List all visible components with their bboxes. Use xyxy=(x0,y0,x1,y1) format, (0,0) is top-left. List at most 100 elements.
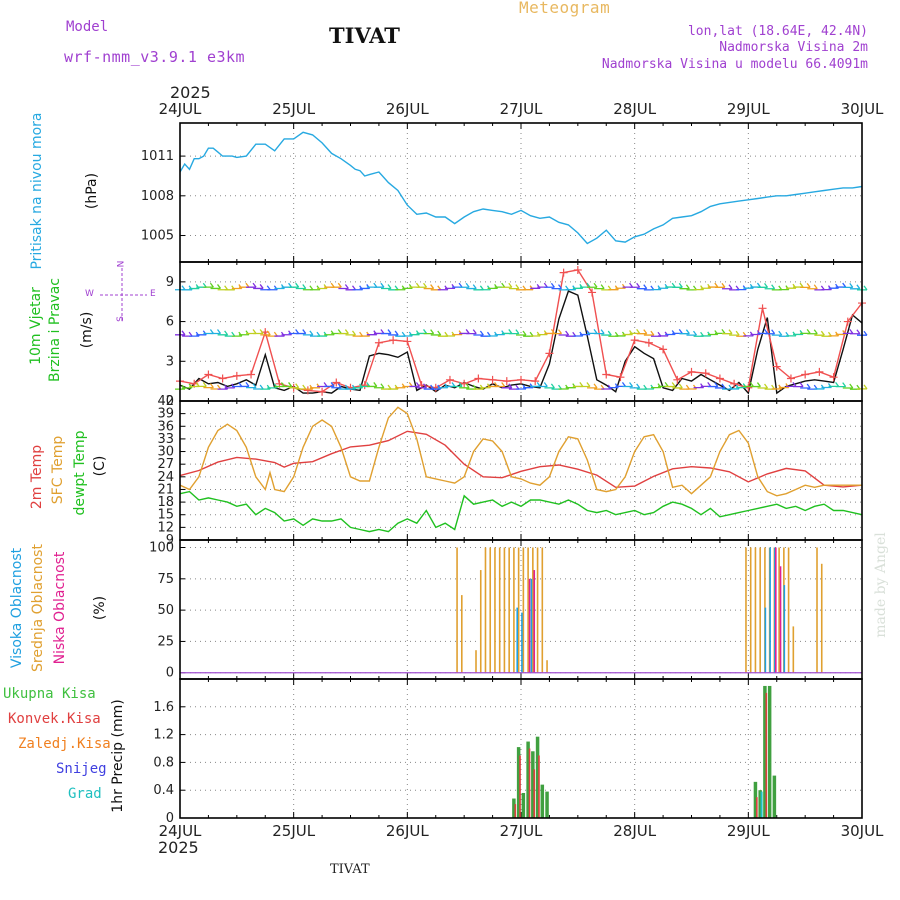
wind-barb xyxy=(679,329,690,335)
wind-barb xyxy=(352,285,364,291)
cloud-high-label: Visoka Oblacnost xyxy=(9,547,25,669)
precipitation-panel-border xyxy=(179,678,863,819)
gust-marker xyxy=(374,338,383,347)
wind-barb xyxy=(373,329,385,335)
gust-marker xyxy=(204,370,213,379)
wind-barb xyxy=(331,282,342,288)
wind-barb xyxy=(331,383,342,389)
clouds-bar-high xyxy=(521,612,523,673)
wind-barb xyxy=(345,330,357,336)
wind-barb xyxy=(231,331,243,337)
wind-barb xyxy=(423,284,435,290)
wind-barb xyxy=(615,382,626,388)
wind-barb xyxy=(494,282,506,288)
wind-barb xyxy=(658,382,669,388)
wind-barb xyxy=(409,382,420,388)
precipitation-bar-total xyxy=(753,781,758,818)
clouds-bar-mid xyxy=(820,563,823,673)
wind-barb xyxy=(807,284,818,290)
clouds-bar-high xyxy=(530,578,533,673)
gust-marker xyxy=(559,268,568,277)
wind-barb xyxy=(508,329,520,335)
legend-snow: Snijeg xyxy=(56,761,107,777)
precipitation-bar-total xyxy=(512,798,516,818)
station-altitude: Nadmorska Visina 2m xyxy=(719,40,868,55)
clouds-bar-mid xyxy=(541,547,544,673)
wind-barb xyxy=(665,282,676,288)
clouds-bar-mid xyxy=(494,547,496,673)
gust-marker xyxy=(630,336,639,345)
wind-barb xyxy=(601,330,612,336)
pressure-ytick-label: 1005 xyxy=(141,229,174,244)
wind-barb xyxy=(324,382,335,388)
wind-barb xyxy=(459,282,470,288)
wind-barb xyxy=(572,382,584,388)
wind-barb xyxy=(324,330,335,336)
temperature-ytick-label: 33 xyxy=(157,432,174,447)
temperature-ytick-label: 24 xyxy=(157,470,174,485)
clouds-bar-mid xyxy=(475,650,477,673)
wind-barb xyxy=(260,330,271,336)
wind-barb xyxy=(246,383,257,389)
wind-barb xyxy=(416,329,428,335)
gust-marker xyxy=(786,374,795,383)
gust-marker xyxy=(730,379,739,388)
wind-barb xyxy=(423,329,435,335)
gust-marker xyxy=(644,338,653,347)
xtick-label-bottom: 27JUL xyxy=(500,822,543,840)
gust-marker xyxy=(218,374,227,383)
clouds-bar-high xyxy=(516,607,519,673)
gust-marker xyxy=(673,375,682,384)
xtick-label-top: 24JUL xyxy=(159,100,202,118)
wind-barb xyxy=(722,329,733,335)
clouds-bar-low xyxy=(528,578,531,673)
xtick-label-top: 27JUL xyxy=(500,100,543,118)
temperature-series-0 xyxy=(179,430,863,489)
gust-marker xyxy=(303,386,312,395)
gust-marker xyxy=(389,336,398,345)
wind-barb xyxy=(416,282,428,288)
temperature-ytick-label: 12 xyxy=(157,520,174,535)
compass-east: E xyxy=(150,289,156,299)
temperature-ytick-label: 27 xyxy=(157,457,174,472)
wind-barb xyxy=(381,329,392,335)
precipitation-bar-total xyxy=(767,685,772,818)
wind-barb xyxy=(210,329,222,335)
wind-barb xyxy=(480,383,491,389)
wind-barb xyxy=(793,282,804,288)
precipitation-bar-convective xyxy=(514,804,517,818)
wind-barb xyxy=(402,284,413,290)
gust-marker xyxy=(616,373,625,382)
station-title: TIVAT xyxy=(329,23,400,48)
xtick-label-top: 25JUL xyxy=(272,100,315,118)
wind-barb xyxy=(835,382,847,388)
precipitation-bar-total xyxy=(545,791,549,818)
wind-barb xyxy=(267,383,278,389)
clouds-bar-mid xyxy=(484,547,487,673)
clouds-bar-mid xyxy=(745,547,747,673)
wind-barb xyxy=(253,329,264,335)
temperature-ytick-label: 42 xyxy=(157,394,174,409)
clouds-bar-mid xyxy=(532,547,534,673)
wind-barb xyxy=(807,329,818,335)
wind-barb xyxy=(558,330,570,336)
xtick-label-top: 30JUL xyxy=(841,100,884,118)
xtick-label-bottom: 29JUL xyxy=(727,822,770,840)
clouds-bar-low xyxy=(779,566,782,673)
xtick-label-bottom: 24JUL xyxy=(159,822,202,840)
wind-barb xyxy=(196,330,207,336)
clouds-bar-mid xyxy=(754,547,757,673)
footer-station: TIVAT xyxy=(330,862,370,877)
wind-ytick-label: 6 xyxy=(166,315,174,330)
gust-marker xyxy=(588,288,597,297)
wind-barb xyxy=(544,383,555,389)
clouds-bar-low xyxy=(533,570,536,673)
wind-barb xyxy=(338,329,349,335)
wind-barb xyxy=(231,284,243,290)
wind-barb xyxy=(416,383,428,389)
temperature-ytick-label: 21 xyxy=(157,482,174,497)
wind-barb xyxy=(295,329,307,335)
wind-barb xyxy=(359,284,371,290)
gust-marker xyxy=(247,370,256,379)
precipitation-bar-total xyxy=(516,747,521,818)
